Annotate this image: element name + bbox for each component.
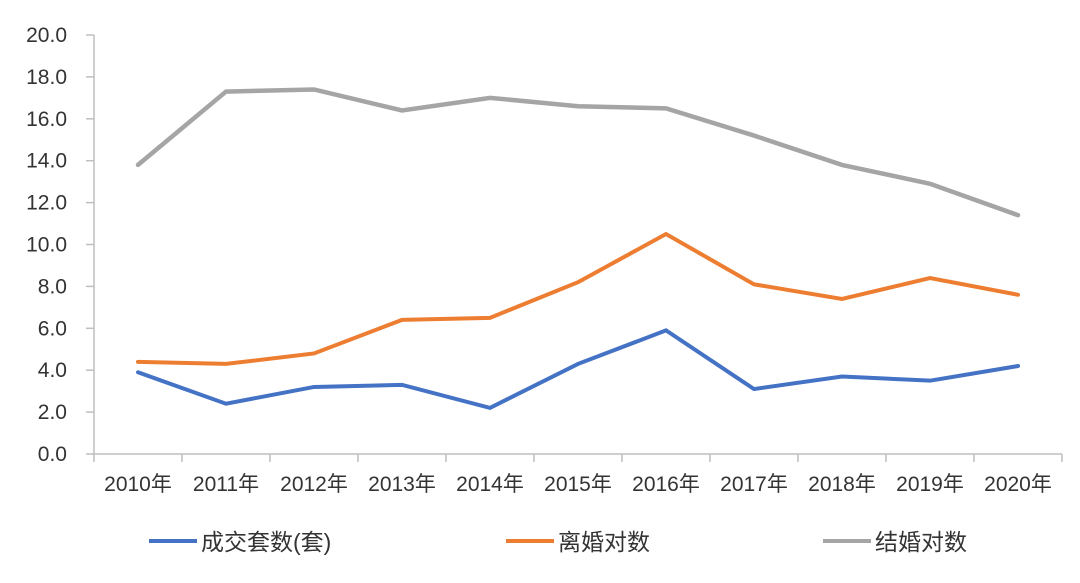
y-axis-tick-label-8: 16.0 [26, 108, 67, 131]
y-axis-tick-label-7: 14.0 [26, 150, 67, 173]
x-axis-label-4: 2014年 [456, 473, 524, 496]
x-axis-label-2: 2012年 [280, 473, 348, 496]
series-line-transactions [136, 328, 1020, 411]
y-axis-tick-label-0: 0.0 [38, 443, 67, 466]
x-axis-label-3: 2013年 [368, 473, 436, 496]
x-axis-label-8: 2018年 [808, 473, 876, 496]
y-axis-tick-label-6: 12.0 [26, 192, 67, 215]
x-axis-label-5: 2015年 [544, 473, 612, 496]
series-line-divorce-pairs [136, 231, 1020, 366]
y-axis-tick-label-2: 4.0 [38, 359, 67, 382]
legend-label-marriage-pairs: 结婚对数 [875, 529, 967, 555]
y-axis-tick-label-1: 2.0 [38, 401, 67, 424]
y-axis-tick-label-3: 6.0 [38, 317, 67, 340]
x-axis-label-0: 2010年 [104, 473, 172, 496]
y-axis-tick-label-4: 8.0 [38, 275, 67, 298]
legend-label-transactions: 成交套数(套) [201, 529, 331, 555]
y-axis-tick-label-9: 18.0 [26, 66, 67, 89]
x-axis-label-1: 2011年 [193, 473, 259, 496]
y-axis-tick-label-10: 20.0 [26, 24, 67, 47]
y-axis-tick-label-5: 10.0 [26, 234, 67, 257]
series-line-marriage-pairs [135, 87, 1021, 218]
x-axis-label-7: 2017年 [720, 473, 788, 496]
x-axis-label-6: 2016年 [632, 473, 700, 496]
legend-label-divorce-pairs: 离婚对数 [558, 529, 650, 555]
x-axis-label-9: 2019年 [896, 473, 964, 496]
x-axis-label-10: 2020年 [984, 473, 1052, 496]
